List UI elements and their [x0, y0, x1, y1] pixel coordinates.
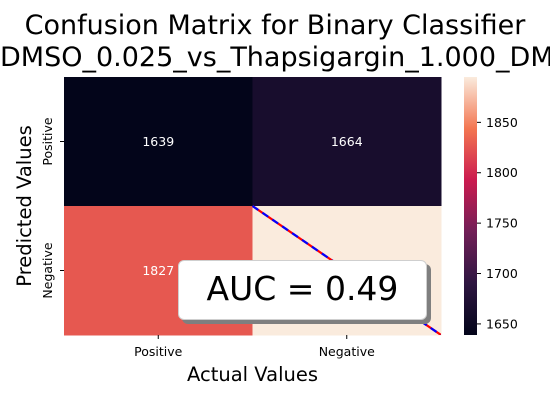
cell-value-label: 1639 [142, 134, 174, 149]
colorbar-tick-label: 1750 [486, 216, 518, 231]
heatmap-cell-1-1 [64, 77, 253, 207]
chart-title-line-2: DMSO_0.025_vs_Thapsigargin_1.000_DMSO [0, 42, 550, 73]
heatmap-cell-1-2 [252, 77, 442, 207]
x-tick-label: Negative [319, 344, 375, 359]
y-tick-label: Positive [40, 117, 55, 165]
colorbar [464, 77, 477, 335]
x-tick-label: Positive [134, 344, 182, 359]
y-axis-title: Predicted Values [13, 125, 36, 286]
colorbar-tick-label: 1700 [486, 266, 518, 281]
auc-annotation: AUC = 0.49 [178, 260, 427, 320]
y-tick-label: Negative [40, 242, 55, 298]
colorbar-tick-label: 1800 [486, 165, 518, 180]
x-axis-title: Actual Values [187, 363, 318, 386]
chart-title: Confusion Matrix for Binary Classifier D… [0, 0, 550, 90]
colorbar-tick-label: 1650 [486, 316, 518, 331]
cell-value-label: 1664 [331, 134, 363, 149]
colorbar-tick-label: 1850 [486, 115, 518, 130]
chart-title-line-1: Confusion Matrix for Binary Classifier [24, 10, 526, 41]
cell-value-label: 1827 [142, 263, 174, 278]
